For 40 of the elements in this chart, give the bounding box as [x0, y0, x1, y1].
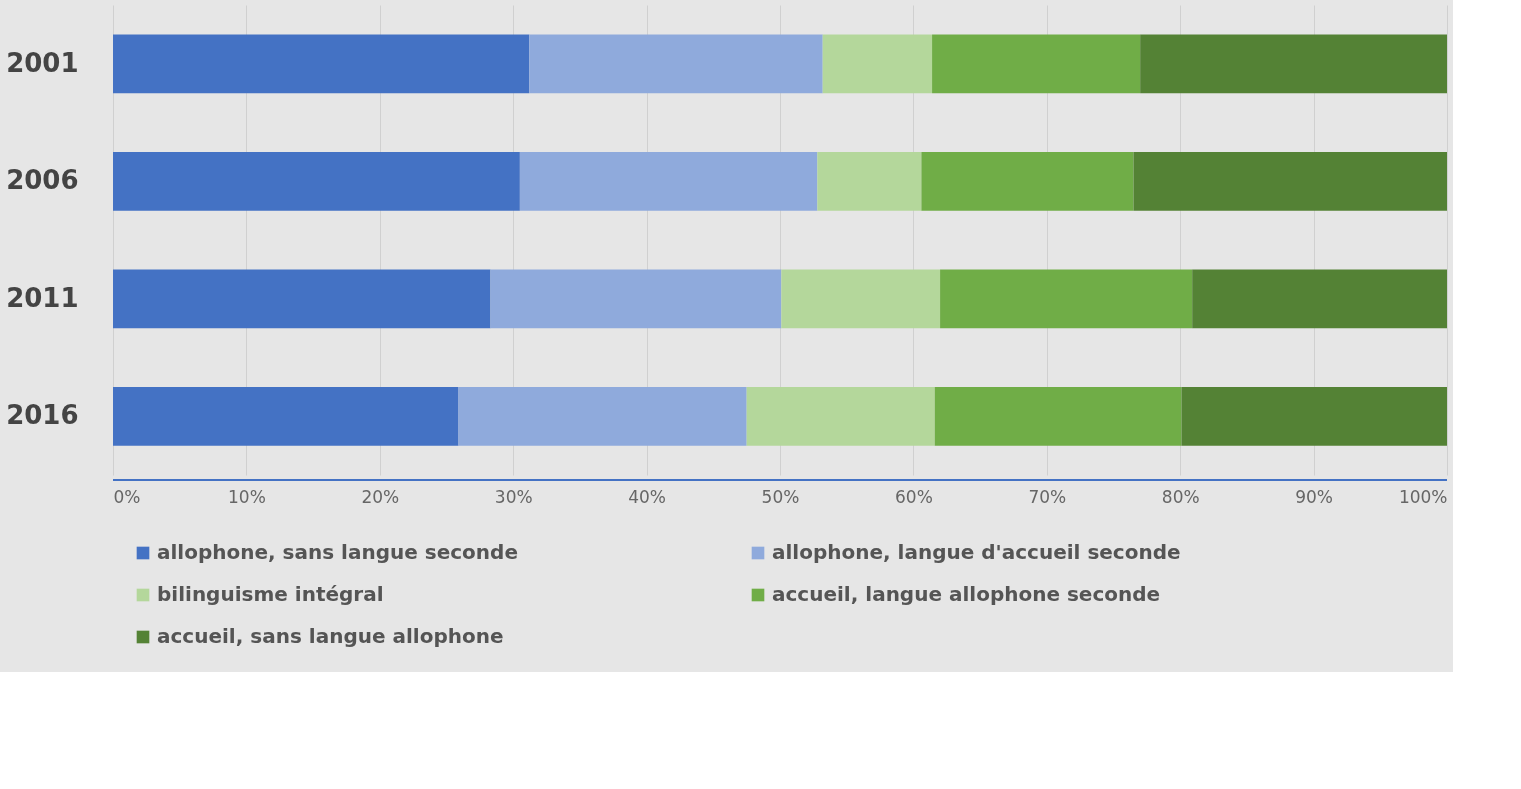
bar [921, 151, 1134, 211]
bar [519, 151, 818, 211]
bar [529, 34, 823, 94]
x-tick-label: 20% [361, 486, 400, 507]
bar [822, 34, 933, 94]
bar [490, 269, 782, 329]
bar [113, 269, 491, 329]
legend-label: allophone, sans langue seconde [157, 540, 518, 564]
x-tick-label: 40% [628, 486, 666, 507]
bar [781, 269, 941, 329]
x-tick-label: 90% [1295, 486, 1333, 507]
x-tick-label: 100% [1398, 486, 1448, 507]
x-tick-label: 30% [494, 486, 533, 507]
x-tick-label: 70% [1028, 486, 1067, 507]
x-tick-label: 50% [761, 486, 800, 507]
bar [1140, 34, 1447, 94]
bar [934, 386, 1182, 446]
x-tick-label: 0% [113, 486, 141, 507]
x-tick-label: 60% [895, 486, 933, 507]
bar [1133, 151, 1447, 211]
bar [113, 386, 459, 446]
bar [1181, 386, 1447, 446]
bar [458, 386, 747, 446]
bar [113, 151, 520, 211]
x-tick-label: 10% [228, 486, 266, 507]
y-tick-label: 2011 [6, 282, 79, 313]
y-tick-label: 2006 [6, 165, 79, 196]
y-tick-label: 2016 [6, 400, 79, 431]
bar [940, 269, 1193, 329]
y-tick-label: 2001 [6, 47, 79, 78]
legend-label: bilinguisme intégral [157, 582, 384, 606]
legend-label: accueil, langue allophone seconde [772, 582, 1161, 606]
bar [113, 34, 530, 94]
bar [746, 386, 935, 446]
bar [817, 151, 922, 211]
legend-label: accueil, sans langue allophone [157, 624, 504, 648]
legend-label: allophone, langue d'accueil seconde [772, 540, 1181, 564]
x-tick-label: 80% [1161, 486, 1200, 507]
bar [1192, 269, 1447, 329]
bar [932, 34, 1141, 94]
